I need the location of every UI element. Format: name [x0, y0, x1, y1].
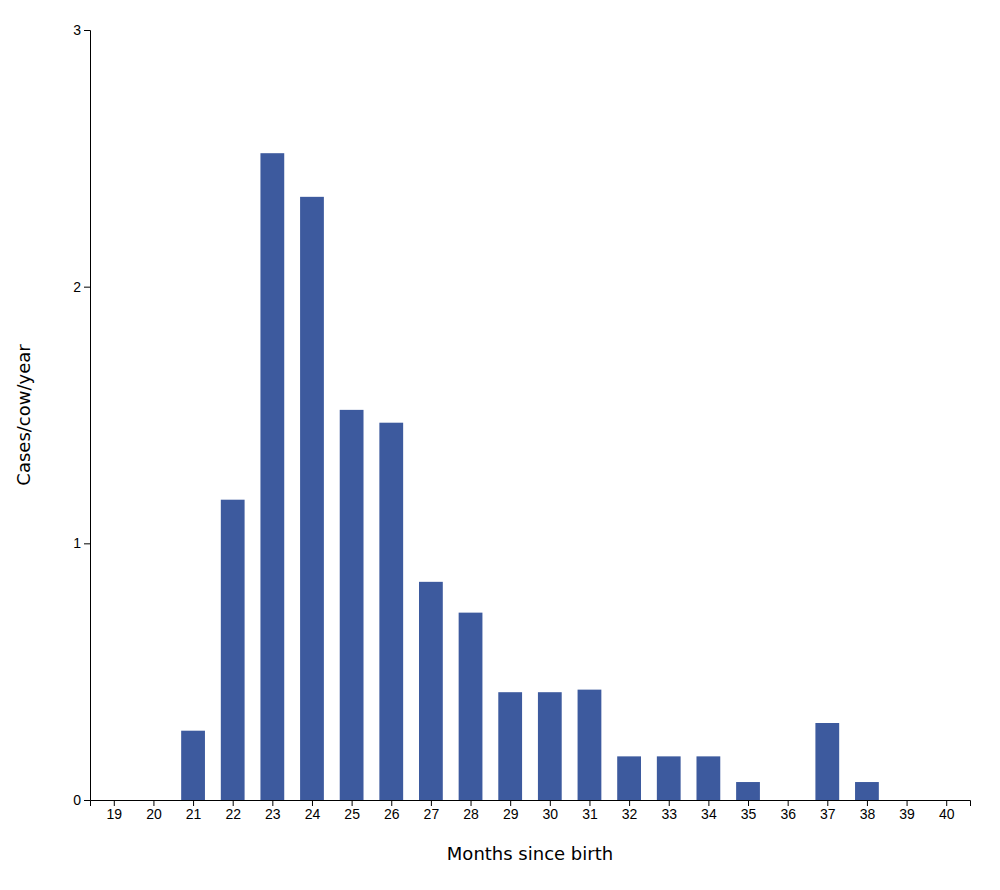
y-tick: 0	[73, 792, 90, 808]
bar	[617, 756, 641, 800]
bar	[736, 782, 760, 800]
x-tick-label: 23	[265, 806, 281, 822]
x-tick: 28	[463, 800, 479, 822]
bar	[142, 800, 166, 801]
bar	[776, 800, 800, 801]
x-tick-label: 31	[582, 806, 598, 822]
x-tick-label: 33	[661, 806, 677, 822]
x-tick-label: 21	[186, 806, 202, 822]
x-tick-label: 37	[820, 806, 836, 822]
y-tick-mark	[84, 30, 90, 31]
y-tick: 1	[73, 535, 90, 551]
plot-area: 1920212223242526272829303132333435363738…	[73, 22, 970, 822]
x-tick: 24	[305, 800, 321, 822]
x-tick-label: 40	[939, 806, 955, 822]
x-tick: 40	[939, 800, 955, 822]
bar	[260, 153, 284, 800]
x-tick: 32	[622, 800, 638, 822]
bar	[815, 723, 839, 800]
x-tick: 35	[741, 800, 757, 822]
bar	[300, 197, 324, 800]
x-tick: 38	[860, 800, 876, 822]
x-tick: 21	[186, 800, 202, 822]
bar	[657, 756, 681, 800]
bars	[181, 153, 879, 800]
x-tick-label: 25	[344, 806, 360, 822]
bar	[696, 756, 720, 800]
x-tick: 36	[780, 800, 796, 822]
bar	[459, 613, 483, 800]
x-tick-label: 19	[106, 806, 122, 822]
chart-container: 1920212223242526272829303132333435363738…	[0, 0, 1000, 890]
x-tick: 29	[503, 800, 519, 822]
x-tick: 20	[146, 800, 162, 822]
bar	[340, 410, 364, 800]
bar	[934, 800, 958, 801]
y-tick: 3	[73, 22, 90, 38]
x-tick: 30	[543, 800, 559, 822]
bar	[221, 500, 245, 800]
y-tick-label: 3	[73, 22, 81, 38]
x-tick-label: 27	[424, 806, 440, 822]
bar	[538, 692, 562, 800]
x-tick-label: 30	[543, 806, 559, 822]
x-axis: 19 20 21 22 23 24 25 26 27 28 29 30 31 32 33 34 35 36 37 38…	[91, 800, 971, 822]
y-axis-line	[84, 31, 91, 801]
bar	[419, 582, 443, 800]
x-tick-label: 32	[622, 806, 638, 822]
x-tick: 22	[225, 800, 241, 822]
x-tick-label: 28	[463, 806, 479, 822]
y-tick-label: 2	[73, 279, 81, 295]
bar	[181, 731, 205, 800]
x-tick-label: 20	[146, 806, 162, 822]
y-tick: 2	[73, 279, 90, 295]
x-tick-label: 39	[899, 806, 915, 822]
x-tick: 31	[582, 800, 598, 822]
x-tick: 37	[820, 800, 836, 822]
x-tick: 23	[265, 800, 281, 822]
x-tick: 39	[899, 800, 915, 822]
x-tick: 26	[384, 800, 400, 822]
bar	[895, 800, 919, 801]
y-tick-mark	[84, 543, 90, 544]
bar	[102, 800, 126, 801]
bar	[578, 690, 602, 800]
y-axis-title: Cases/cow/year	[13, 344, 34, 486]
x-tick-label: 26	[384, 806, 400, 822]
x-tick: 33	[661, 800, 677, 822]
x-tick-label: 24	[305, 806, 321, 822]
bar	[855, 782, 879, 800]
x-tick-label: 34	[701, 806, 717, 822]
x-tick-label: 36	[780, 806, 796, 822]
y-tick-mark	[84, 800, 90, 801]
x-tick-label: 35	[741, 806, 757, 822]
x-tick: 25	[344, 800, 360, 822]
y-tick-label: 1	[73, 535, 81, 551]
x-tick: 34	[701, 800, 717, 822]
x-tick: 27	[424, 800, 440, 822]
x-tick-label: 38	[860, 806, 876, 822]
y-tick-label: 0	[73, 792, 81, 808]
x-tick-label: 22	[225, 806, 241, 822]
y-axis: 0 1 2 3	[73, 22, 90, 808]
chart-svg: 1920212223242526272829303132333435363738…	[0, 0, 1000, 890]
bar	[379, 423, 403, 800]
x-tick-label: 29	[503, 806, 519, 822]
bar	[498, 692, 522, 800]
y-tick-mark	[84, 287, 90, 288]
x-tick: 19	[106, 800, 122, 822]
x-axis-line	[91, 801, 971, 807]
x-axis-title: Months since birth	[447, 843, 613, 864]
